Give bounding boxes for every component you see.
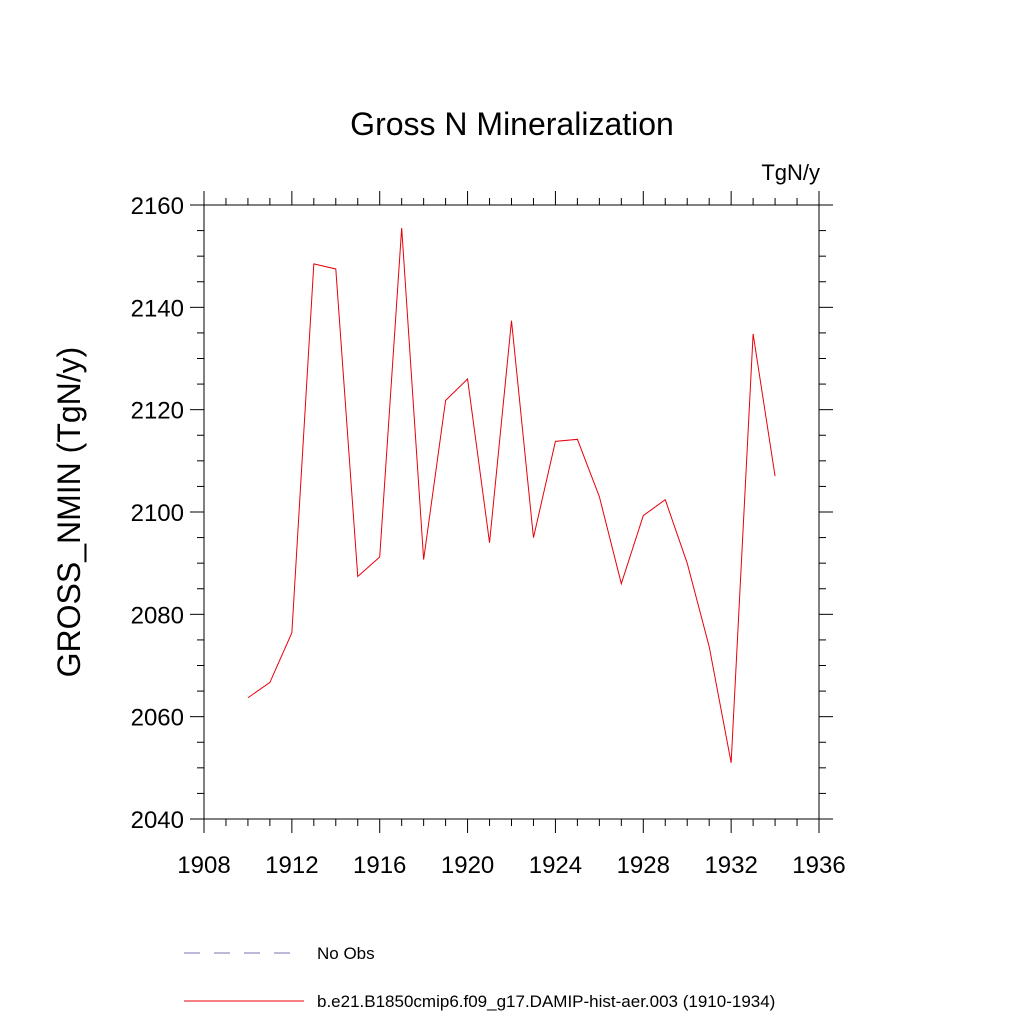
plot-frame xyxy=(203,204,820,820)
legend: No Obs b.e21.B1850cmip6.f09_g17.DAMIP-his… xyxy=(184,944,775,1011)
x-tick-label: 1916 xyxy=(353,852,406,879)
y-axis-label: GROSS_NMIN (TgN/y) xyxy=(51,347,87,678)
y-tick-label: 2060 xyxy=(131,705,184,732)
y-tick-label: 2080 xyxy=(131,602,184,629)
y-tick-label: 2040 xyxy=(131,807,184,834)
y-tick-label: 2100 xyxy=(131,500,184,527)
axis-ticks xyxy=(190,191,833,833)
x-tick-label: 1908 xyxy=(177,852,230,879)
chart-title: Gross N Mineralization xyxy=(350,106,674,142)
x-tick-labels: 1908 1912 1916 1920 1924 1928 1932 1936 xyxy=(177,852,845,879)
y-tick-labels: 2040 2060 2080 2100 2120 2140 2160 xyxy=(131,193,184,834)
y-tick-label: 2140 xyxy=(131,295,184,322)
series-layer xyxy=(247,227,776,763)
x-tick-label: 1924 xyxy=(529,852,582,879)
x-tick-label: 1920 xyxy=(441,852,494,879)
x-tick-label: 1932 xyxy=(704,852,757,879)
legend-label: b.e21.B1850cmip6.f09_g17.DAMIP-hist-aer.… xyxy=(317,992,775,1011)
legend-label: No Obs xyxy=(317,944,375,963)
series-line xyxy=(247,227,776,763)
y-tick-label: 2160 xyxy=(131,193,184,220)
y-tick-label: 2120 xyxy=(131,398,184,425)
x-tick-label: 1936 xyxy=(792,852,845,879)
x-tick-label: 1912 xyxy=(265,852,318,879)
units-label: TgN/y xyxy=(761,160,820,185)
x-tick-label: 1928 xyxy=(617,852,670,879)
